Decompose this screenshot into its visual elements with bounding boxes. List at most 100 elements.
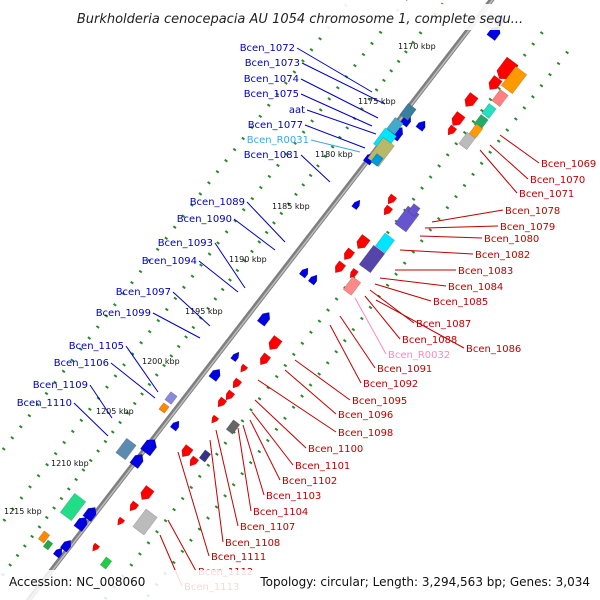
tick-dot [428, 228, 433, 232]
tick-dot [374, 88, 379, 92]
gene-label-reverse: Bcen_1095 [352, 396, 407, 407]
tick-dot [497, 86, 501, 91]
tick-dot [231, 483, 236, 487]
tick-dot [147, 329, 152, 334]
tick-dot [522, 106, 527, 110]
tick-dot [404, 50, 408, 54]
tick-dot [121, 291, 126, 296]
kbp-label: 1190 kbp [229, 255, 267, 264]
tick-dot [70, 429, 75, 434]
tick-dot [112, 303, 117, 307]
leader-line [306, 109, 377, 135]
tick-dot [95, 325, 100, 329]
kbp-label: 1215 kbp [4, 507, 42, 516]
gene-label-reverse: Bcen_1100 [308, 444, 363, 455]
tick-dot [155, 247, 160, 252]
reverse-gene-shape [383, 204, 394, 216]
forward-gene-steel [399, 103, 417, 121]
gene-label-forward: Bcen_1089 [190, 197, 245, 208]
tick-dot [283, 81, 288, 85]
reverse-gene [129, 500, 140, 512]
tick-dot [257, 449, 262, 454]
tick-dot [317, 372, 322, 376]
reverse-gene-shape [225, 389, 236, 401]
tick-dot [257, 396, 262, 401]
leader-line [296, 47, 373, 93]
tick-dot [215, 170, 220, 174]
tick-dot [180, 496, 185, 501]
reverse-gene-orange-shape [500, 65, 528, 95]
leader-line [375, 299, 465, 349]
tick-dot [8, 563, 13, 567]
tick-dot [342, 338, 347, 343]
gene-label-reverse: Bcen_1098 [338, 428, 393, 439]
tick-dot [110, 430, 115, 434]
tick-dot [274, 374, 279, 379]
leader-line [369, 289, 415, 324]
forward-gene-shape [59, 539, 72, 553]
forward-gene-shape [256, 312, 271, 327]
tick-dot [79, 418, 84, 423]
tick-dot [197, 474, 202, 479]
map-title: Burkholderia cenocepacia AU 1054 chromos… [77, 12, 523, 27]
tick-dot [286, 202, 291, 206]
forward-gene-lightblue-shape [370, 153, 384, 167]
reverse-gene-grey2 [132, 508, 158, 536]
leader-line [374, 283, 432, 302]
leader-line [304, 124, 366, 149]
tick-dot [189, 538, 193, 543]
forward-gene [169, 420, 180, 432]
reverse-gene [232, 377, 243, 389]
tick-dot [325, 361, 330, 365]
tick-dot [199, 263, 203, 267]
tick-dot [334, 350, 339, 354]
gene-label-forward: Bcen_1093 [158, 238, 213, 249]
forward-gene-shape [298, 267, 309, 279]
kbp-label: 1185 kbp [272, 202, 310, 211]
tick-dot [249, 408, 253, 412]
tick-dot [522, 53, 527, 57]
tick-dot [266, 103, 271, 108]
tick-dot [132, 401, 137, 406]
tick-dot [1, 447, 6, 451]
tick-dot [130, 280, 134, 285]
tick-dot [189, 203, 194, 207]
reverse-gene-turquoise [481, 103, 497, 119]
tick-dot [36, 474, 41, 478]
tick-dot [154, 373, 159, 377]
reverse-gene-grey-shape [458, 132, 476, 150]
tick-dot [242, 259, 247, 263]
leader-line [300, 154, 331, 183]
tick-dot [70, 358, 74, 362]
tick-dot [138, 269, 143, 274]
tick-dot [87, 336, 92, 340]
leader-line [167, 519, 197, 572]
tick-dot [87, 407, 92, 412]
reverse-gene-orange [500, 65, 528, 95]
tick-dot [488, 150, 493, 154]
reverse-gene-darkgrey-shape [225, 419, 241, 435]
tick-dot [27, 413, 32, 418]
tick-dot [248, 460, 253, 465]
tick-dot [396, 59, 401, 64]
tick-dot [206, 463, 211, 468]
forward-gene-orange-shape [158, 402, 170, 414]
reverse-gene [140, 485, 155, 500]
tick-dot [206, 516, 210, 520]
tick-dot [265, 438, 270, 443]
tick-dot [2, 518, 7, 522]
tick-dot [323, 154, 328, 159]
tick-dot [264, 230, 269, 235]
gene-label-reverse: Bcen_1080 [484, 234, 539, 245]
leader-line [214, 242, 246, 289]
tick-dot [283, 363, 288, 368]
gene-label-forward: Bcen_1073 [245, 58, 300, 69]
gene-label-reverse: Bcen_1086 [466, 344, 521, 355]
tick-dot [353, 63, 357, 68]
reverse-gene-grey2-shape [132, 508, 158, 536]
reverse-gene-cyan [375, 232, 395, 254]
tick-dot [10, 436, 15, 440]
tick-dot [164, 236, 169, 241]
forward-gene-slate-shape [115, 437, 137, 461]
gene-label-reverse: Bcen_1085 [433, 297, 488, 308]
